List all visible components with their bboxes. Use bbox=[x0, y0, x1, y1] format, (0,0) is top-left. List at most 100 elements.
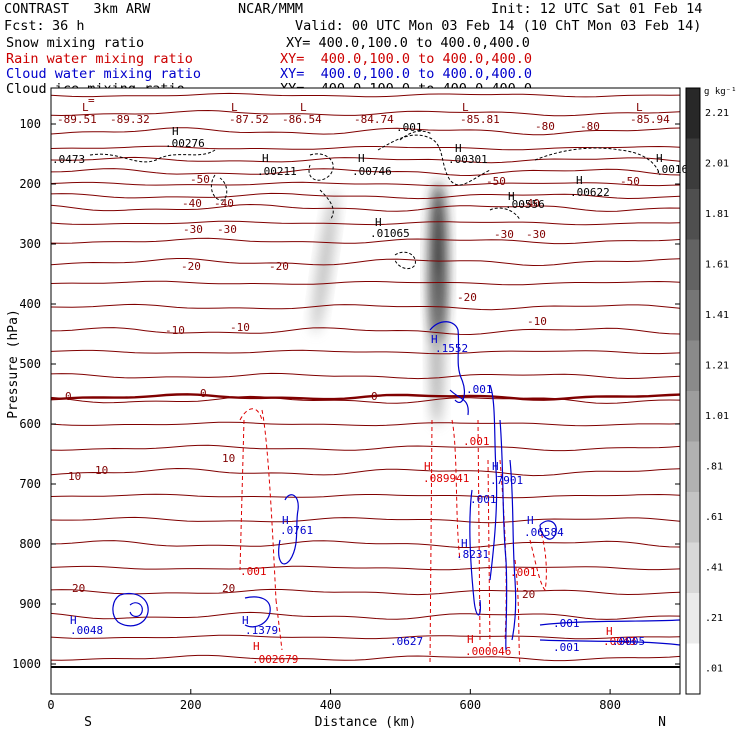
freezing-level-contour bbox=[50, 393, 681, 401]
temperature-label: 0 bbox=[371, 390, 378, 403]
temperature-contour bbox=[50, 540, 681, 548]
cloud-ice-contour bbox=[308, 153, 334, 181]
cloud-water-label: .001 bbox=[466, 383, 493, 396]
rain-water-max-marker: H bbox=[606, 625, 613, 638]
temperature-contour bbox=[50, 493, 681, 499]
cloud-water-contour bbox=[429, 321, 466, 403]
colorbar-label: 2.21 bbox=[705, 108, 729, 119]
valid-time: Valid: 00 UTC Mon 03 Feb 14 (10 ChT Mon … bbox=[295, 18, 702, 34]
temperature-contour bbox=[50, 395, 681, 404]
temperature-label: -30 bbox=[526, 228, 546, 241]
colorbar-swatch bbox=[686, 542, 700, 593]
colorbar-label: .41 bbox=[705, 562, 723, 573]
colorbar-swatch bbox=[686, 593, 700, 644]
temperature-label: 10 bbox=[95, 464, 108, 477]
colorbar-label: 1.21 bbox=[705, 360, 729, 371]
cloud-water-label: .0048 bbox=[70, 624, 103, 637]
y-tick-label: 1000 bbox=[12, 657, 41, 671]
temperature-contour bbox=[50, 372, 681, 380]
cloud-water-max-marker: H bbox=[242, 614, 249, 627]
cloud-water-label: .0627 bbox=[390, 635, 423, 648]
cloud-water-max-marker: H bbox=[461, 537, 468, 550]
colorbar-swatch bbox=[686, 492, 700, 543]
temperature-label: -20 bbox=[457, 291, 477, 304]
colorbar-swatch bbox=[686, 138, 700, 189]
cloud-ice-max-marker: H bbox=[262, 152, 269, 165]
y-tick-label: 900 bbox=[19, 597, 41, 611]
cloud-water-contour bbox=[509, 459, 517, 641]
field-snow: Snow mixing ratio bbox=[6, 35, 145, 51]
temperature-contour bbox=[50, 109, 681, 117]
temperature-label: -50 bbox=[486, 175, 506, 188]
temperature-label: -80 bbox=[535, 120, 555, 133]
temperature-label: -10 bbox=[527, 315, 547, 328]
cloud-water-max-marker: H bbox=[527, 514, 534, 527]
temperature-label: -40 bbox=[182, 197, 202, 210]
rain-water-contour bbox=[477, 419, 491, 651]
cloud-water-label: .0761 bbox=[280, 524, 313, 537]
rain-water-max-marker: H bbox=[467, 633, 474, 646]
forecast-value: 36 h bbox=[52, 18, 85, 34]
minimum-marker: L bbox=[636, 101, 643, 114]
temperature-label: 0 bbox=[200, 387, 207, 400]
rain-water-contour bbox=[499, 459, 507, 641]
snow-plume-2-tail bbox=[429, 266, 444, 426]
rain-water-max-marker: H bbox=[253, 640, 260, 653]
cloud-ice-max-marker: H bbox=[656, 152, 663, 165]
cloud-ice-contour bbox=[319, 189, 334, 221]
cloud-ice-max-label: .00301 bbox=[448, 153, 488, 166]
x-tick-label: 600 bbox=[459, 698, 481, 712]
cloud-ice-max-label: .00556 bbox=[505, 198, 545, 211]
rain-water-label: .089941 bbox=[423, 472, 469, 485]
field-snow-xy: XY= 400.0,100.0 to 400.0,400.0 bbox=[286, 35, 530, 51]
minimum-value-label: -84.74 bbox=[354, 113, 394, 126]
minimum-marker: = bbox=[88, 94, 95, 107]
minimum-marker: L bbox=[300, 101, 307, 114]
minimum-value-label: -85.81 bbox=[460, 113, 500, 126]
temperature-contour bbox=[50, 258, 681, 267]
forecast-label: Fcst: bbox=[4, 18, 45, 34]
temperature-label: 20 bbox=[222, 582, 235, 595]
cloud-ice-contour bbox=[210, 174, 228, 201]
colorbar-label: .21 bbox=[705, 613, 723, 624]
minimum-value-label: -89.32 bbox=[110, 113, 150, 126]
cloud-ice-contour bbox=[89, 149, 216, 163]
cloud-water-contour bbox=[449, 389, 469, 416]
colorbar-label: .01 bbox=[705, 663, 723, 674]
cloud-water-label: .8231 bbox=[456, 548, 489, 561]
cloud-water-max-marker: H bbox=[282, 514, 289, 527]
temperature-contour bbox=[50, 280, 681, 286]
cloud-water-max-marker: H bbox=[492, 460, 499, 473]
x-end-label-north: N bbox=[658, 715, 666, 730]
y-tick-label: 800 bbox=[19, 537, 41, 551]
rain-water-contour bbox=[529, 529, 547, 592]
colorbar-frame bbox=[685, 87, 701, 695]
cloud-ice-max-label: .00622 bbox=[570, 186, 610, 199]
y-tick-label: 100 bbox=[19, 117, 41, 131]
colorbar-label: 1.01 bbox=[705, 411, 729, 422]
center-title: NCAR/MMM bbox=[238, 1, 304, 17]
colorbar-label: .61 bbox=[705, 512, 723, 523]
cloud-water-contour bbox=[129, 602, 143, 618]
colorbar-label: 2.01 bbox=[705, 158, 729, 169]
rain-water-label: .001 bbox=[510, 566, 537, 579]
cloud-water-label: .7901 bbox=[490, 474, 523, 487]
colorbar-swatch bbox=[686, 88, 700, 139]
plot-area bbox=[51, 88, 680, 694]
temperature-contour bbox=[50, 303, 681, 311]
x-axis-label: Distance (km) bbox=[315, 715, 417, 730]
y-axis-label: Pressure (hPa) bbox=[6, 309, 21, 419]
rain-water-contour bbox=[275, 599, 283, 651]
x-end-label-south: S bbox=[84, 715, 92, 730]
temperature-contour bbox=[50, 203, 681, 212]
x-tick-label: 800 bbox=[599, 698, 621, 712]
colorbar-swatch bbox=[686, 239, 700, 290]
temperature-contour bbox=[50, 168, 681, 177]
temperature-contour bbox=[50, 220, 681, 226]
temperature-label: -30 bbox=[494, 228, 514, 241]
cloud-ice-contour bbox=[377, 134, 491, 186]
colorbar-swatch bbox=[686, 643, 700, 694]
cloud-ice-max-label: .001 bbox=[396, 121, 423, 134]
rain-water-max-marker: H bbox=[424, 460, 431, 473]
